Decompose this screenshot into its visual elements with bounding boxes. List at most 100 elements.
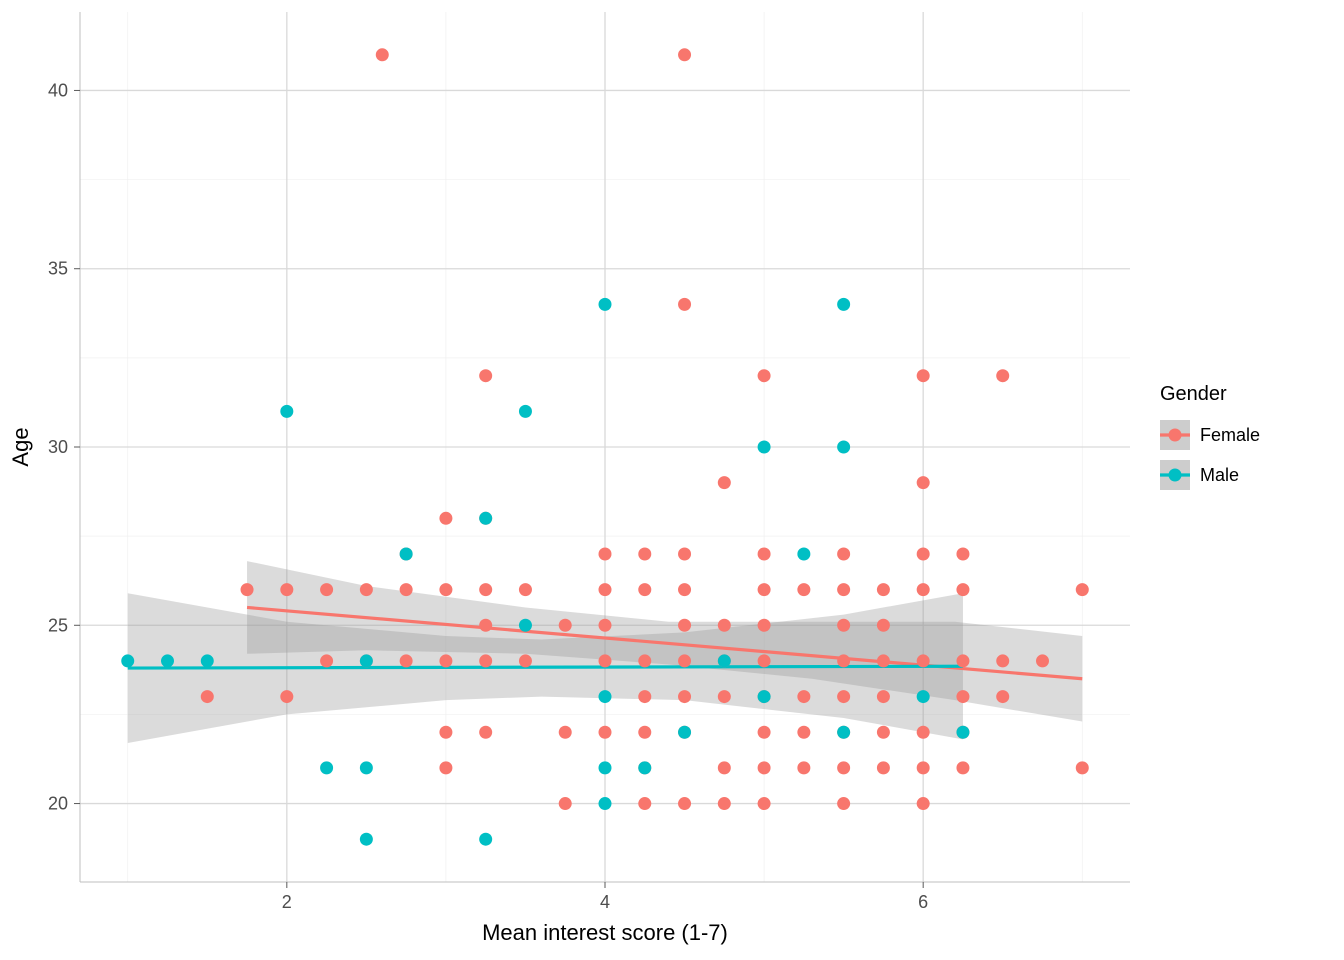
data-point [320, 761, 333, 774]
data-point [758, 690, 771, 703]
data-point [718, 654, 731, 667]
data-point [479, 369, 492, 382]
data-point [996, 654, 1009, 667]
data-point [519, 405, 532, 418]
data-point [280, 583, 293, 596]
data-point [439, 583, 452, 596]
data-point [678, 547, 691, 560]
legend: GenderFemaleMale [1160, 383, 1260, 490]
data-point [360, 654, 373, 667]
data-point [320, 583, 333, 596]
data-point [797, 583, 810, 596]
data-point [678, 726, 691, 739]
data-point [161, 654, 174, 667]
data-point [718, 797, 731, 810]
data-point [599, 298, 612, 311]
data-point [599, 619, 612, 632]
data-point [201, 654, 214, 667]
data-point [837, 654, 850, 667]
data-point [678, 583, 691, 596]
data-point [837, 761, 850, 774]
data-point [479, 619, 492, 632]
data-point [917, 547, 930, 560]
legend-label: Male [1200, 465, 1239, 485]
y-tick-label: 25 [48, 615, 68, 635]
data-point [678, 797, 691, 810]
data-point [599, 547, 612, 560]
data-point [797, 690, 810, 703]
data-point [917, 476, 930, 489]
data-point [877, 619, 890, 632]
data-point [758, 547, 771, 560]
data-point [678, 690, 691, 703]
data-point [439, 512, 452, 525]
data-point [400, 583, 413, 596]
legend-label: Female [1200, 425, 1260, 445]
legend-key-point [1169, 469, 1182, 482]
data-point [758, 619, 771, 632]
data-point [917, 690, 930, 703]
data-point [758, 654, 771, 667]
data-point [559, 797, 572, 810]
data-point [678, 298, 691, 311]
x-tick-label: 4 [600, 892, 610, 912]
data-point [758, 726, 771, 739]
data-point [519, 619, 532, 632]
data-point [917, 369, 930, 382]
data-point [400, 547, 413, 560]
data-point [638, 547, 651, 560]
data-point [479, 833, 492, 846]
data-point [479, 583, 492, 596]
data-point [797, 547, 810, 560]
data-point [956, 726, 969, 739]
data-point [996, 690, 1009, 703]
data-point [877, 654, 890, 667]
y-tick-label: 40 [48, 80, 68, 100]
data-point [797, 761, 810, 774]
data-point [917, 726, 930, 739]
data-point [837, 441, 850, 454]
data-point [758, 369, 771, 382]
data-point [439, 726, 452, 739]
y-tick-label: 30 [48, 437, 68, 457]
data-point [837, 797, 850, 810]
data-point [758, 761, 771, 774]
data-point [678, 654, 691, 667]
data-point [519, 654, 532, 667]
data-point [376, 48, 389, 61]
data-point [439, 654, 452, 667]
data-point [956, 547, 969, 560]
data-point [758, 797, 771, 810]
data-point [718, 619, 731, 632]
data-point [360, 583, 373, 596]
data-point [599, 654, 612, 667]
x-tick-label: 6 [918, 892, 928, 912]
data-point [877, 761, 890, 774]
data-point [877, 690, 890, 703]
data-point [479, 512, 492, 525]
male-fit-line [128, 666, 963, 668]
data-point [241, 583, 254, 596]
data-point [599, 726, 612, 739]
data-point [638, 690, 651, 703]
data-point [559, 619, 572, 632]
data-point [638, 654, 651, 667]
data-point [718, 761, 731, 774]
data-point [917, 761, 930, 774]
data-point [877, 583, 890, 596]
data-point [718, 476, 731, 489]
data-point [917, 654, 930, 667]
data-point [837, 690, 850, 703]
data-point [439, 761, 452, 774]
data-point [877, 726, 890, 739]
data-point [599, 690, 612, 703]
data-point [201, 690, 214, 703]
data-point [917, 583, 930, 596]
data-point [479, 726, 492, 739]
data-point [917, 797, 930, 810]
data-point [638, 797, 651, 810]
data-point [599, 761, 612, 774]
data-point [280, 690, 293, 703]
data-point [837, 619, 850, 632]
data-point [519, 583, 532, 596]
